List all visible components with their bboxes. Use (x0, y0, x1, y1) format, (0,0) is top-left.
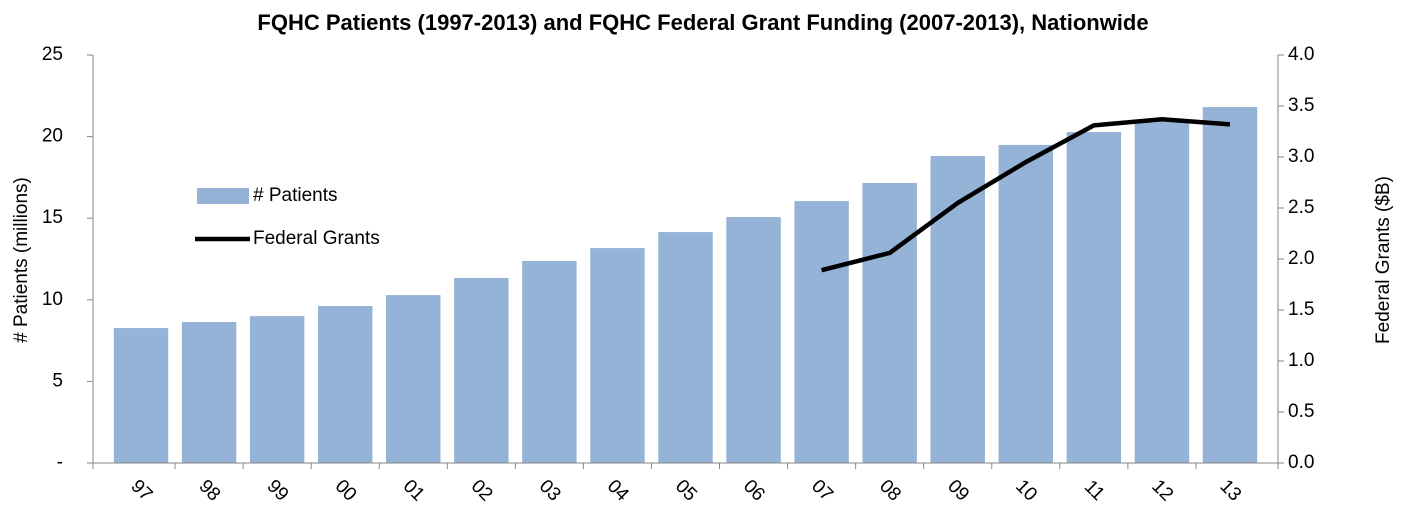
line (821, 117, 1231, 273)
y-tick-label: 5 (52, 370, 63, 391)
bar (522, 260, 577, 463)
y-tick-label: - (57, 452, 63, 473)
legend-label: Federal Grants (253, 228, 380, 249)
y-tick-label: 10 (42, 289, 63, 310)
x-tick-label: 99 (263, 476, 293, 506)
bar (1066, 132, 1122, 463)
bar (658, 232, 713, 463)
x-tick-label: 13 (1215, 476, 1245, 506)
x-tick-label: 04 (603, 476, 633, 506)
bar (181, 321, 237, 463)
legend-swatch (197, 188, 249, 204)
x-tick-label: 00 (331, 476, 361, 506)
x-tick-label: 01 (399, 476, 429, 506)
y2-tick-label: 2.5 (1288, 197, 1314, 218)
x-tick-label: 02 (467, 476, 497, 506)
x-tick-label: 07 (807, 476, 837, 506)
x-tick-label: 10 (1011, 476, 1041, 506)
bar (998, 144, 1054, 463)
chart-title: FQHC Patients (1997-2013) and FQHC Feder… (257, 10, 1148, 35)
bar (930, 156, 985, 463)
x-tick-label: 08 (875, 476, 905, 506)
bar (249, 316, 305, 463)
x-tick-label: 98 (195, 476, 225, 506)
y-tick-label: 20 (42, 126, 63, 147)
bar (386, 295, 441, 463)
bar (862, 182, 917, 464)
bar (113, 328, 169, 463)
y2-axis-label: Federal Grants ($B) (1373, 176, 1394, 344)
x-tick-label: 11 (1080, 476, 1109, 505)
y2-tick-label: 0.0 (1288, 452, 1314, 473)
x-tick-label: 03 (535, 476, 565, 506)
x-tick-label: 97 (126, 476, 156, 506)
bar (726, 217, 781, 463)
x-tick-label: 06 (739, 476, 769, 506)
legend-label: # Patients (253, 185, 338, 206)
y2-tick-label: 4.0 (1288, 44, 1314, 65)
bar (317, 306, 373, 463)
y2-tick-label: 0.5 (1288, 401, 1314, 422)
bar (590, 248, 645, 463)
bar (794, 201, 849, 463)
y-tick-label: 15 (42, 207, 63, 228)
bar (454, 277, 509, 463)
y2-tick-label: 3.5 (1288, 95, 1314, 116)
y2-tick-label: 3.0 (1288, 146, 1314, 167)
x-tick-label: 05 (671, 476, 701, 506)
y-tick-label: 25 (42, 44, 63, 65)
bar (1202, 107, 1258, 464)
y2-tick-label: 1.5 (1288, 299, 1314, 320)
y2-tick-label: 1.0 (1288, 350, 1314, 371)
x-tick-label: 09 (943, 476, 973, 506)
y2-tick-label: 2.0 (1288, 248, 1314, 269)
y-axis-label: # Patients (millions) (11, 177, 32, 343)
x-tick-label: 12 (1147, 476, 1177, 506)
bar (1134, 120, 1190, 463)
